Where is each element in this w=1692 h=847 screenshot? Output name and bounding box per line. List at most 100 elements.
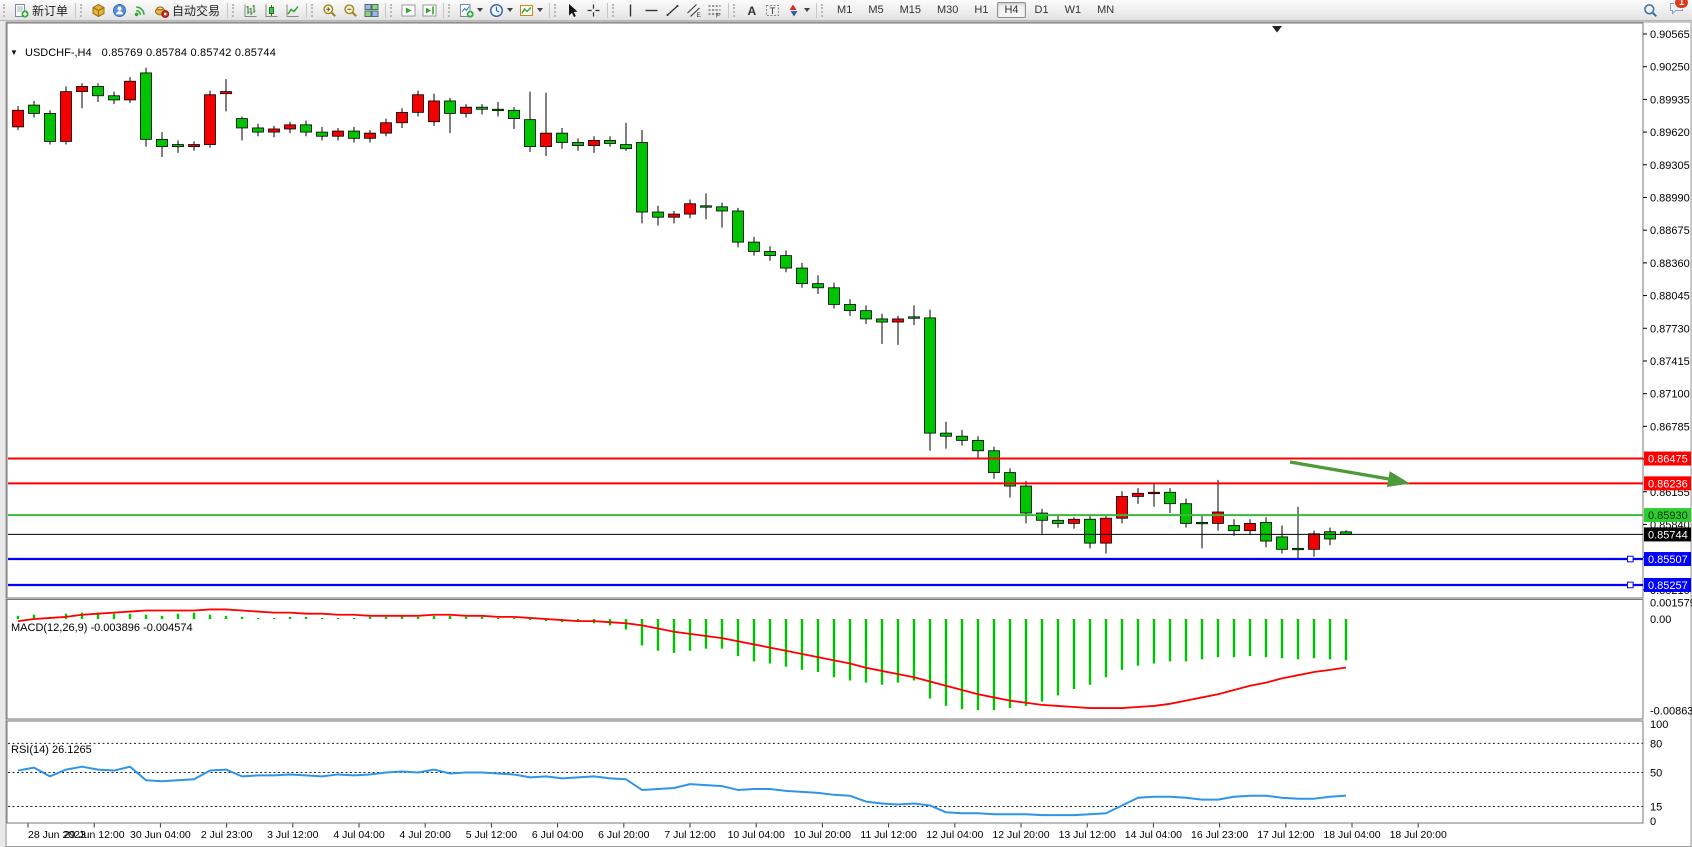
arrows-icon xyxy=(789,4,798,16)
toolbar-separator xyxy=(75,2,77,18)
new-order-label: 新订单 xyxy=(32,3,69,18)
timeframe-m15-button[interactable]: M15 xyxy=(899,4,921,16)
charts-cube-button[interactable] xyxy=(88,1,109,20)
vertical-line-button[interactable] xyxy=(620,1,641,20)
timeframe-h4-button[interactable]: H4 xyxy=(997,2,1026,18)
svg-text:0.90565: 0.90565 xyxy=(1650,29,1690,41)
indicators-button[interactable] xyxy=(516,1,546,20)
svg-text:18 Jul 20:00: 18 Jul 20:00 xyxy=(1390,829,1447,841)
candle xyxy=(1260,517,1272,548)
auto-trading-label: 自动交易 xyxy=(172,3,221,18)
candle xyxy=(940,421,952,449)
svg-text:0.88675: 0.88675 xyxy=(1650,225,1690,237)
candle xyxy=(124,77,136,104)
bar-chart-mode-button[interactable] xyxy=(240,1,261,20)
equidistant-channel-button[interactable]: E xyxy=(683,1,704,20)
text-button[interactable]: A xyxy=(741,1,762,20)
candle xyxy=(540,92,552,156)
timeframe-m1-button[interactable]: M1 xyxy=(837,4,853,16)
timeframe-h1-button[interactable]: H1 xyxy=(974,4,989,16)
toolbar-separator xyxy=(227,2,229,18)
auto-trading-button[interactable]: 自动交易 xyxy=(151,0,224,21)
zoom-out-button[interactable] xyxy=(340,1,361,20)
toolbar-grip xyxy=(3,3,8,17)
chart-cube-icon xyxy=(92,3,105,17)
support-line-blue-2-price-tag xyxy=(1644,577,1691,592)
trendline-icon xyxy=(666,4,679,16)
timeframe-d1-button[interactable]: D1 xyxy=(1034,4,1049,16)
bar-chart-icon xyxy=(244,4,257,17)
candle xyxy=(300,120,312,137)
community-icon xyxy=(113,3,127,17)
trendline-button[interactable] xyxy=(662,1,683,20)
candle xyxy=(876,313,888,344)
svg-text:0.87730: 0.87730 xyxy=(1650,323,1690,335)
crosshair-button[interactable] xyxy=(583,1,604,20)
timeframe-m5-button[interactable]: M5 xyxy=(868,4,884,16)
toolbar-grip xyxy=(80,3,85,17)
chart-shift-button[interactable] xyxy=(419,1,440,20)
candle xyxy=(972,436,984,459)
main-panel xyxy=(6,22,1644,599)
dropdown-caret-icon[interactable] xyxy=(477,8,484,12)
support-line-blue-2-handle[interactable] xyxy=(1627,581,1634,589)
candle xyxy=(812,275,824,295)
toolbar-separator xyxy=(306,2,308,18)
candle xyxy=(652,205,664,226)
tile-windows-button[interactable] xyxy=(361,1,382,20)
dropdown-caret-icon[interactable] xyxy=(804,8,811,12)
periods-button[interactable] xyxy=(486,1,516,20)
chart-shift-marker-icon[interactable] xyxy=(1272,26,1282,33)
text-label-button[interactable]: T xyxy=(762,1,783,20)
price-chart: 0.90565 0.90250 0.89935 0.89620 0.89305 0.889… xyxy=(5,21,1692,847)
new-order-icon xyxy=(15,3,29,18)
candle xyxy=(236,116,248,141)
candle xyxy=(1132,488,1144,504)
fibonacci-button[interactable]: F xyxy=(704,1,725,20)
candle xyxy=(892,315,904,345)
svg-text:0.88045: 0.88045 xyxy=(1650,291,1690,303)
timeframe-w1-button[interactable]: W1 xyxy=(1064,4,1082,16)
dropdown-caret-icon[interactable] xyxy=(507,8,514,12)
toolbar: 新订单 自动交易 E F A T M1 M5 M15 M30 H1 H4 D1 W1 MN 1 xyxy=(0,0,1692,21)
community-button[interactable] xyxy=(109,1,130,20)
line-chart-mode-button[interactable] xyxy=(282,1,303,20)
timeframe-m30-button[interactable]: M30 xyxy=(937,4,959,16)
auto-scroll-button[interactable] xyxy=(398,1,419,20)
svg-text:14 Jul 04:00: 14 Jul 04:00 xyxy=(1125,829,1182,841)
candle xyxy=(460,104,472,118)
support-line-blue-1-handle[interactable] xyxy=(1627,555,1634,563)
new-chart-button[interactable] xyxy=(456,1,486,20)
candle xyxy=(1196,516,1208,549)
candle xyxy=(1068,517,1080,529)
svg-text:28 Jun 2023: 28 Jun 2023 xyxy=(28,829,86,841)
auto-scroll-icon xyxy=(401,4,416,16)
candle xyxy=(76,83,88,109)
signals-button[interactable] xyxy=(130,1,151,20)
toolbar-separator xyxy=(549,2,551,18)
horizontal-line-button[interactable] xyxy=(641,1,662,20)
cursor-button[interactable] xyxy=(562,1,583,20)
macd-indicator: 0.001579 0.00 -0.008633 xyxy=(16,597,1692,718)
search-button[interactable] xyxy=(1640,1,1661,20)
svg-text:80: 80 xyxy=(1650,738,1662,750)
svg-text:50: 50 xyxy=(1650,768,1662,780)
svg-text:10 Jul 04:00: 10 Jul 04:00 xyxy=(728,829,785,841)
timeframe-mn-button[interactable]: MN xyxy=(1097,4,1115,16)
dropdown-caret-icon[interactable] xyxy=(537,8,544,12)
candlestick-mode-button[interactable] xyxy=(261,1,282,20)
trend-arrow-annotation[interactable] xyxy=(1289,460,1410,487)
candle xyxy=(204,90,216,148)
notifications-button[interactable]: 1 xyxy=(1669,0,1689,20)
candle xyxy=(924,309,936,451)
candle xyxy=(1308,530,1320,557)
candle xyxy=(988,446,1000,479)
candle xyxy=(92,83,104,102)
price-tags: 0.86475 0.86236 0.85930 0.85744 0.85507 0.852… xyxy=(1644,451,1691,592)
candle xyxy=(172,140,184,153)
arrows-button[interactable] xyxy=(783,1,813,20)
new-order-button[interactable]: 新订单 xyxy=(11,0,72,21)
zoom-in-button[interactable] xyxy=(319,1,340,20)
svg-text:0.85257: 0.85257 xyxy=(1648,580,1688,592)
svg-text:11 Jul 12:00: 11 Jul 12:00 xyxy=(860,829,917,841)
